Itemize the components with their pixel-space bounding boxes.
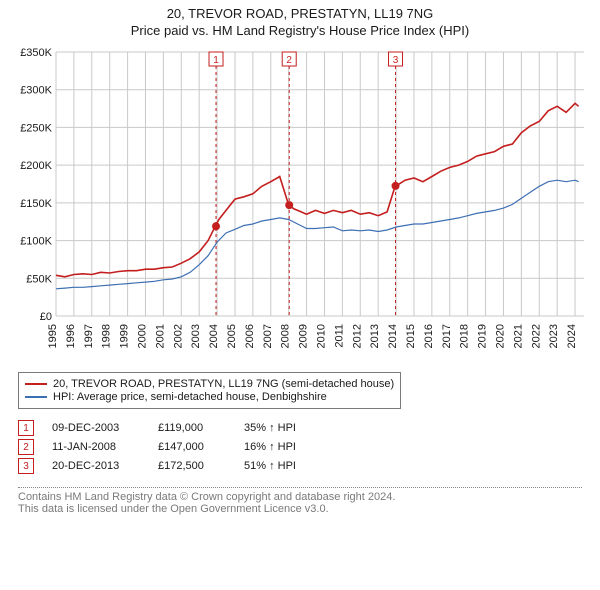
chart-title-line1: 20, TREVOR ROAD, PRESTATYN, LL19 7NG	[12, 6, 588, 21]
svg-text:1999: 1999	[119, 324, 131, 348]
svg-text:2012: 2012	[351, 324, 363, 348]
svg-text:1996: 1996	[65, 324, 77, 348]
event-row: 3 20-DEC-2013 £172,500 51% ↑ HPI	[18, 458, 582, 474]
event-price: £119,000	[158, 422, 226, 434]
svg-text:2023: 2023	[548, 324, 560, 348]
legend-row: HPI: Average price, semi-detached house,…	[25, 391, 394, 403]
legend-swatch	[25, 383, 47, 385]
svg-text:2019: 2019	[477, 324, 489, 348]
event-marker: 2	[18, 439, 34, 455]
svg-text:2020: 2020	[494, 324, 506, 348]
event-row: 2 11-JAN-2008 £147,000 16% ↑ HPI	[18, 439, 582, 455]
svg-text:2001: 2001	[154, 324, 166, 348]
svg-text:1998: 1998	[101, 324, 113, 348]
svg-text:1995: 1995	[47, 324, 59, 348]
legend-row: 20, TREVOR ROAD, PRESTATYN, LL19 7NG (se…	[25, 378, 394, 390]
svg-text:£150K: £150K	[20, 198, 52, 210]
svg-text:2022: 2022	[530, 324, 542, 348]
svg-text:2008: 2008	[280, 324, 292, 348]
svg-text:2018: 2018	[459, 324, 471, 348]
svg-text:£200K: £200K	[20, 160, 52, 172]
svg-text:2004: 2004	[208, 324, 220, 348]
svg-text:£0: £0	[40, 311, 52, 323]
event-table: 1 09-DEC-2003 £119,000 35% ↑ HPI 2 11-JA…	[18, 417, 582, 477]
svg-text:1997: 1997	[83, 324, 95, 348]
svg-text:£300K: £300K	[20, 85, 52, 97]
svg-text:3: 3	[393, 55, 399, 66]
svg-text:2014: 2014	[387, 324, 399, 348]
legend-label: HPI: Average price, semi-detached house,…	[53, 391, 327, 403]
svg-text:2024: 2024	[566, 324, 578, 348]
legend-label: 20, TREVOR ROAD, PRESTATYN, LL19 7NG (se…	[53, 378, 394, 390]
event-pct: 16% ↑ HPI	[244, 441, 296, 453]
svg-text:2006: 2006	[244, 324, 256, 348]
svg-text:2021: 2021	[512, 324, 524, 348]
legend-swatch	[25, 396, 47, 398]
footer-line1: Contains HM Land Registry data © Crown c…	[18, 491, 582, 503]
svg-text:2016: 2016	[423, 324, 435, 348]
event-date: 20-DEC-2013	[52, 460, 140, 472]
svg-text:2011: 2011	[333, 324, 345, 348]
price-chart: £0 £50K £100K £150K £200K £250K £300K £350K 1995…	[12, 44, 588, 364]
svg-text:2017: 2017	[441, 324, 453, 348]
event-date: 11-JAN-2008	[52, 441, 140, 453]
svg-text:2013: 2013	[369, 324, 381, 348]
event-price: £147,000	[158, 441, 226, 453]
event-pct: 51% ↑ HPI	[244, 460, 296, 472]
svg-text:£100K: £100K	[20, 236, 52, 248]
svg-text:2005: 2005	[226, 324, 238, 348]
event-pct: 35% ↑ HPI	[244, 422, 296, 434]
svg-text:2015: 2015	[405, 324, 417, 348]
event-price: £172,500	[158, 460, 226, 472]
event-marker: 3	[18, 458, 34, 474]
footer-attribution: Contains HM Land Registry data © Crown c…	[18, 487, 582, 515]
svg-text:2010: 2010	[315, 324, 327, 348]
event-marker: 1	[18, 420, 34, 436]
event-row: 1 09-DEC-2003 £119,000 35% ↑ HPI	[18, 420, 582, 436]
footer-line2: This data is licensed under the Open Gov…	[18, 503, 582, 515]
svg-text:£50K: £50K	[26, 273, 52, 285]
svg-text:£250K: £250K	[20, 122, 52, 134]
svg-text:2: 2	[286, 55, 292, 66]
chart-legend: 20, TREVOR ROAD, PRESTATYN, LL19 7NG (se…	[18, 372, 401, 409]
svg-text:2002: 2002	[172, 324, 184, 348]
svg-text:£350K: £350K	[20, 47, 52, 59]
chart-title-line2: Price paid vs. HM Land Registry's House …	[12, 23, 588, 38]
svg-text:2000: 2000	[136, 324, 148, 348]
svg-text:1: 1	[213, 55, 219, 66]
svg-text:2009: 2009	[298, 324, 310, 348]
svg-text:2007: 2007	[262, 324, 274, 348]
svg-text:2003: 2003	[190, 324, 202, 348]
event-date: 09-DEC-2003	[52, 422, 140, 434]
